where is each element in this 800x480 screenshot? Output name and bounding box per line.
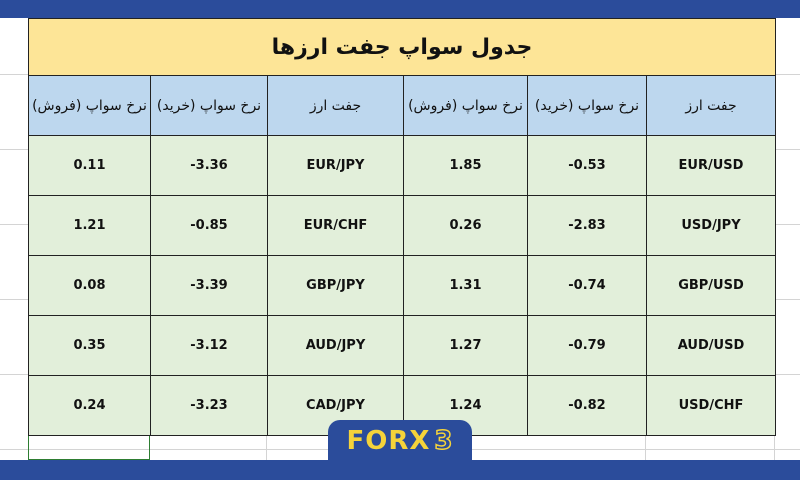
sell-swap-cell[interactable]: 0.08 [28,255,151,316]
pair-cell[interactable]: EUR/USD [646,135,776,196]
buy-swap-cell[interactable]: -3.36 [150,135,268,196]
buy-swap-cell[interactable]: -0.79 [527,315,647,376]
column-header: نرخ سواپ (خرید) [527,75,647,136]
table-row: AUD/USD -0.79 1.27 AUD/JPY -3.12 0.35 [28,315,776,376]
top-brand-bar [0,0,800,18]
buy-swap-cell[interactable]: -0.74 [527,255,647,316]
table-title: جدول سواپ جفت ارزها [28,18,776,76]
empty-cell[interactable] [150,435,267,460]
pair-cell[interactable]: GBP/USD [646,255,776,316]
empty-cell[interactable] [527,435,646,460]
table-row: EUR/USD -0.53 1.85 EUR/JPY -3.36 0.11 [28,135,776,196]
sell-swap-cell[interactable]: 0.24 [28,375,151,436]
pair-cell[interactable]: AUD/USD [646,315,776,376]
buy-swap-cell[interactable]: -0.53 [527,135,647,196]
pair-cell[interactable]: EUR/JPY [267,135,404,196]
column-header: نرخ سواپ (فروش) [28,75,151,136]
swap-table: جدول سواپ جفت ارزها جفت ارز نرخ سواپ (خری… [28,18,776,436]
sell-swap-cell[interactable]: 1.85 [403,135,528,196]
sell-swap-cell[interactable]: 1.31 [403,255,528,316]
column-header: نرخ سواپ (فروش) [403,75,528,136]
pair-cell[interactable]: USD/JPY [646,195,776,256]
pair-cell[interactable]: GBP/JPY [267,255,404,316]
buy-swap-cell[interactable]: -0.85 [150,195,268,256]
pair-cell[interactable]: AUD/JPY [267,315,404,376]
pair-cell[interactable]: USD/CHF [646,375,776,436]
column-header: جفت ارز [267,75,404,136]
logo-digit: 3 [434,425,454,457]
pair-cell[interactable]: EUR/CHF [267,195,404,256]
sell-swap-cell[interactable]: 1.21 [28,195,151,256]
buy-swap-cell[interactable]: -3.23 [150,375,268,436]
column-header: نرخ سواپ (خرید) [150,75,268,136]
selected-cell[interactable] [28,435,150,460]
column-header: جفت ارز [646,75,776,136]
sell-swap-cell[interactable]: 0.26 [403,195,528,256]
buy-swap-cell[interactable]: -0.82 [527,375,647,436]
sell-swap-cell[interactable]: 0.11 [28,135,151,196]
forx3-logo: FORX 3 [328,420,472,462]
buy-swap-cell[interactable]: -3.12 [150,315,268,376]
sell-swap-cell[interactable]: 0.35 [28,315,151,376]
bottom-brand-bar [0,460,800,480]
table-row: USD/JPY -2.83 0.26 EUR/CHF -0.85 1.21 [28,195,776,256]
logo-text: FORX [346,426,431,456]
table-row: GBP/USD -0.74 1.31 GBP/JPY -3.39 0.08 [28,255,776,316]
buy-swap-cell[interactable]: -3.39 [150,255,268,316]
empty-cell[interactable] [646,435,775,460]
sell-swap-cell[interactable]: 1.27 [403,315,528,376]
buy-swap-cell[interactable]: -2.83 [527,195,647,256]
